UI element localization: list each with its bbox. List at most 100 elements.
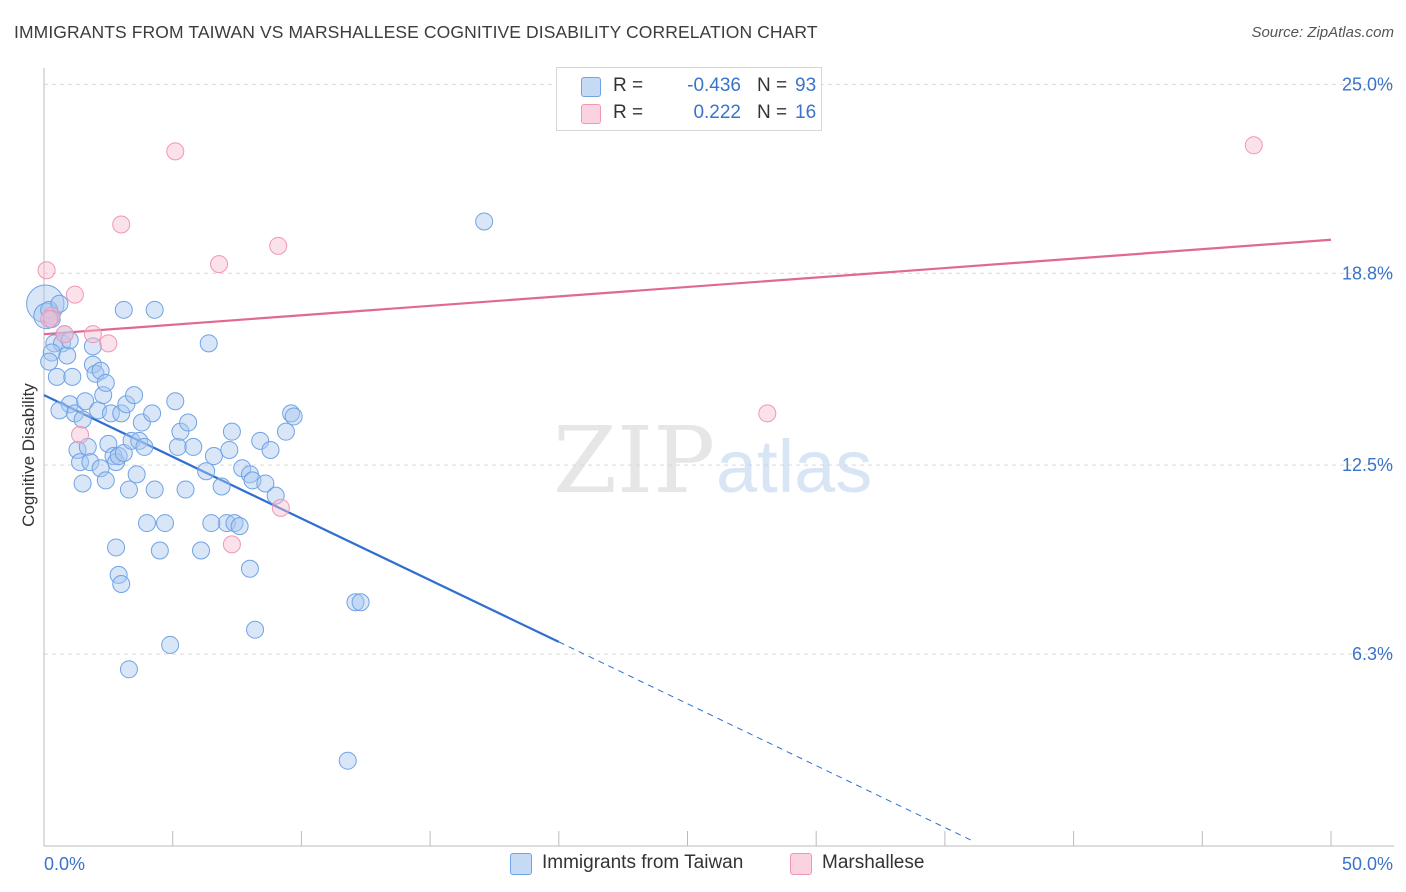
- taiwan-point: [60, 331, 79, 350]
- taiwan-point: [137, 514, 156, 533]
- taiwan-point: [192, 541, 211, 560]
- taiwan-point: [225, 514, 244, 533]
- taiwan-point: [60, 395, 79, 414]
- r-label: R =: [613, 75, 644, 96]
- taiwan-point: [143, 404, 162, 423]
- taiwan-point: [50, 401, 69, 420]
- taiwan-point: [276, 422, 295, 441]
- taiwan-point: [101, 404, 120, 423]
- r-value-marshallese: 0.222: [693, 102, 741, 123]
- legend-swatch-marshallese: [790, 853, 812, 875]
- taiwan-point: [346, 593, 365, 612]
- taiwan-point: [96, 471, 115, 490]
- marshallese-point: [210, 255, 229, 274]
- tick-labels: 6.3% 12.5% 18.8% 25.0% 0.0% 50.0%: [44, 74, 1393, 874]
- y-tick-label: 6.3%: [1352, 644, 1393, 664]
- marshallese-point: [37, 261, 56, 280]
- taiwan-point: [132, 413, 151, 432]
- taiwan-point: [168, 437, 187, 456]
- chart-title: IMMIGRANTS FROM TAIWAN VS MARSHALLESE CO…: [14, 22, 818, 42]
- y-tick-label: 18.8%: [1342, 263, 1393, 283]
- y-axis-label: Cognitive Disability: [19, 383, 38, 527]
- taiwan-point: [161, 635, 180, 654]
- taiwan-point: [246, 620, 265, 639]
- marshallese-point: [71, 425, 90, 444]
- taiwan-point: [266, 486, 285, 505]
- watermark-zip: ZIP: [553, 407, 715, 514]
- taiwan-point: [184, 437, 203, 456]
- legend-label-marshallese: Marshallese: [822, 852, 925, 873]
- n-label: N =: [757, 102, 788, 123]
- taiwan-trend-line: [43, 394, 560, 643]
- marshallese-point: [166, 142, 185, 161]
- taiwan-point: [179, 413, 198, 432]
- taiwan-point: [73, 410, 92, 429]
- taiwan-point: [91, 459, 110, 478]
- taiwan-point: [96, 373, 115, 392]
- trend-lines: [43, 238, 1332, 841]
- taiwan-point: [155, 514, 174, 533]
- taiwan-point: [114, 300, 133, 319]
- taiwan-point: [81, 453, 100, 472]
- taiwan-point: [220, 440, 239, 459]
- taiwan-point: [135, 437, 154, 456]
- marshallese-point: [222, 535, 241, 554]
- taiwan-point: [145, 300, 164, 319]
- taiwan-point: [107, 538, 126, 557]
- taiwan-point: [125, 386, 144, 405]
- taiwan-point: [47, 367, 66, 386]
- taiwan-point: [338, 751, 357, 770]
- taiwan-point: [240, 559, 259, 578]
- y-tick-label: 12.5%: [1342, 455, 1393, 475]
- marshallese-point: [83, 325, 102, 344]
- taiwan-point: [119, 480, 138, 499]
- taiwan-point: [112, 404, 131, 423]
- r-value-taiwan: -0.436: [687, 75, 741, 96]
- marshallese-point: [1244, 136, 1263, 155]
- taiwan-point: [197, 462, 216, 481]
- taiwan-point: [112, 575, 131, 593]
- marshallese-trend-line: [43, 238, 1332, 336]
- taiwan-point: [284, 407, 303, 426]
- taiwan-trend-extension: [558, 641, 971, 841]
- taiwan-point: [76, 392, 95, 411]
- n-value-marshallese: 16: [795, 102, 817, 123]
- marshallese-swatch: [581, 104, 601, 124]
- taiwan-point: [119, 660, 138, 679]
- taiwan-point: [212, 477, 231, 496]
- taiwan-point: [91, 361, 110, 380]
- series-taiwan: [26, 212, 494, 770]
- taiwan-point: [130, 431, 149, 450]
- taiwan-point: [99, 434, 118, 453]
- marshallese-point: [40, 309, 59, 328]
- series-marshallese: [37, 136, 1263, 554]
- marshallese-point: [758, 404, 777, 423]
- taiwan-swatch: [581, 77, 601, 97]
- taiwan-point: [171, 422, 190, 441]
- taiwan-point: [204, 447, 223, 466]
- taiwan-point: [117, 395, 136, 414]
- taiwan-point: [199, 334, 218, 353]
- taiwan-point: [475, 212, 494, 231]
- taiwan-point: [127, 465, 146, 484]
- legend-swatch-taiwan: [510, 853, 532, 875]
- taiwan-point: [73, 474, 92, 493]
- x-tick-label: 50.0%: [1342, 854, 1393, 874]
- taiwan-point: [351, 593, 370, 612]
- data-points: [26, 136, 1263, 770]
- taiwan-point: [109, 447, 128, 466]
- marshallese-point: [65, 285, 84, 304]
- taiwan-point: [86, 364, 105, 383]
- watermark-atlas: atlas: [716, 425, 872, 508]
- taiwan-point: [150, 541, 169, 560]
- stats-legend: R = -0.436 N = 93 R = 0.222 N = 16: [556, 67, 822, 131]
- watermark: ZIP atlas: [553, 407, 872, 514]
- taiwan-point: [222, 422, 241, 441]
- marshallese-point: [99, 334, 118, 353]
- marshallese-point: [55, 325, 74, 344]
- taiwan-point: [202, 514, 221, 533]
- taiwan-point: [40, 352, 59, 371]
- taiwan-point: [256, 474, 275, 493]
- legend-label-taiwan: Immigrants from Taiwan: [542, 852, 744, 873]
